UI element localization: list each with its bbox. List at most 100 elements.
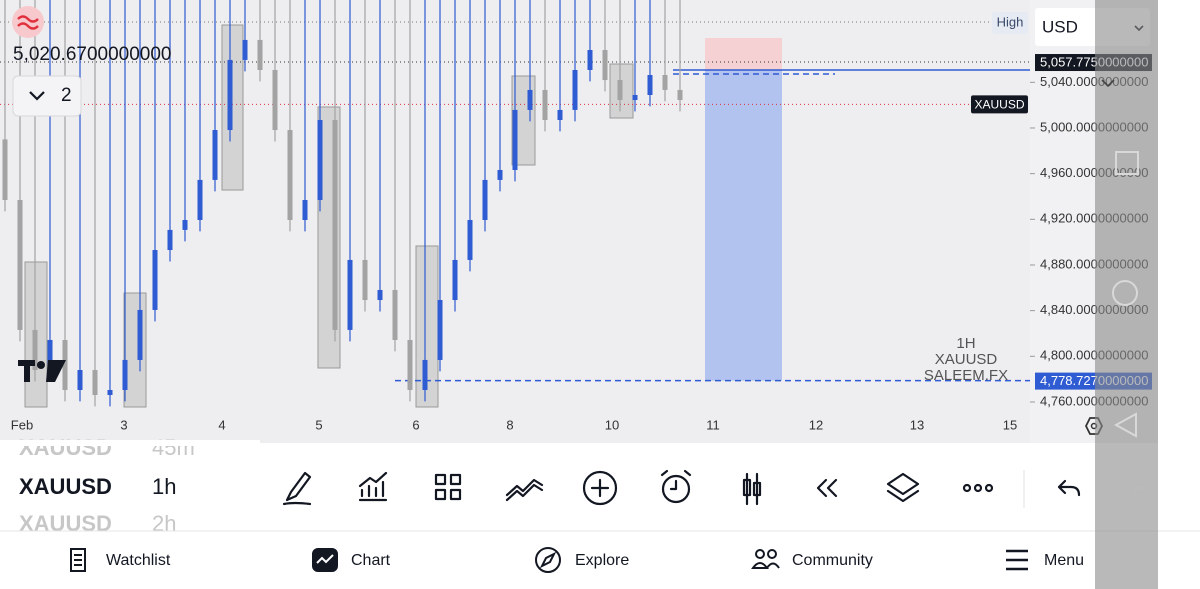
candle-body <box>212 130 218 180</box>
indicators-icon[interactable] <box>358 471 388 502</box>
toolbar-background <box>0 443 1200 589</box>
x-tick-label: 4 <box>218 417 225 432</box>
x-tick-label: 15 <box>1003 417 1017 432</box>
candle-body <box>137 309 143 360</box>
menu-icon[interactable] <box>1006 549 1028 571</box>
home-button[interactable] <box>1112 280 1138 306</box>
system-nav <box>1095 0 1158 589</box>
x-tick-label: Feb <box>11 417 33 432</box>
candle-body <box>467 219 473 260</box>
symbol-interval[interactable]: 1h <box>152 474 176 499</box>
candle-body <box>677 89 683 101</box>
stop-zone <box>705 38 782 70</box>
candle-body <box>317 119 323 201</box>
more-icon[interactable] <box>962 483 972 493</box>
candle-body <box>422 359 428 390</box>
indicator-count: 2 <box>61 85 72 106</box>
community-icon[interactable] <box>755 549 765 559</box>
symbol-name[interactable]: XAUUSD <box>19 435 112 460</box>
nav-label[interactable]: Explore <box>575 552 629 569</box>
symbol-name[interactable]: XAUUSD <box>19 474 112 499</box>
plot <box>0 0 1030 407</box>
candle-body <box>257 39 263 70</box>
candle-body <box>407 339 413 390</box>
symbol-tag-label: XAUUSD <box>974 98 1024 112</box>
scale-chevron[interactable] <box>1101 79 1115 88</box>
candle-body <box>602 50 608 81</box>
recents-button[interactable] <box>1115 151 1139 175</box>
back-button[interactable] <box>1113 412 1137 438</box>
x-tick-label: 12 <box>809 417 823 432</box>
candle-body <box>182 219 188 230</box>
logo-icon <box>17 15 39 30</box>
candle-body <box>392 289 398 340</box>
replay-icon[interactable] <box>816 478 838 498</box>
candle-body <box>152 250 158 310</box>
candle-body <box>512 109 518 170</box>
add-icon[interactable] <box>582 470 618 506</box>
candle-body <box>557 109 563 120</box>
nav-icons <box>70 547 1028 573</box>
draw-icon[interactable] <box>282 471 312 506</box>
candle-body <box>122 359 128 390</box>
x-tick-label: 11 <box>706 417 720 432</box>
candle-body <box>227 59 233 131</box>
candle-body <box>17 200 23 330</box>
indicator-toggle[interactable] <box>12 75 82 117</box>
candle-body <box>242 39 248 60</box>
app-logo[interactable] <box>12 6 44 38</box>
toolbar-cover <box>0 440 260 446</box>
candle-body <box>197 179 203 220</box>
symbol-tag <box>971 95 1028 114</box>
x-tick-label: 10 <box>605 417 619 432</box>
candle-body <box>662 75 668 90</box>
candle-body <box>92 370 98 396</box>
candle-body <box>167 229 173 251</box>
candle-body <box>482 179 488 220</box>
nav-label[interactable]: Watchlist <box>106 552 171 569</box>
x-tick-label: 6 <box>412 417 419 432</box>
candle-body <box>287 130 293 220</box>
rotate-icon[interactable] <box>1133 486 1145 493</box>
symbol-interval[interactable]: 45m <box>152 435 195 460</box>
nav-label[interactable]: Community <box>792 552 873 569</box>
header-price: 5,020.6700000000 <box>13 44 172 65</box>
candle-body <box>632 94 638 101</box>
currency-label: USD <box>1042 17 1078 36</box>
explore-icon[interactable] <box>535 547 561 573</box>
target-zone <box>705 69 782 381</box>
symbol-interval[interactable]: 2h <box>152 511 176 536</box>
high-label: High <box>997 14 1024 29</box>
system-nav-bar <box>1095 0 1158 589</box>
watchlist-icon[interactable] <box>70 548 86 572</box>
chevron-icon <box>29 91 45 101</box>
candle-body <box>587 50 593 70</box>
candle-body <box>2 139 8 201</box>
candle-body <box>107 389 113 396</box>
chart-type-icon[interactable] <box>742 472 762 506</box>
x-tick-label: 8 <box>506 417 513 432</box>
candle-body <box>62 339 68 390</box>
symbol-name[interactable]: XAUUSD <box>19 511 112 536</box>
watermark-line: XAUUSD <box>935 351 998 368</box>
high-label-box <box>992 12 1028 34</box>
tool-icons <box>282 469 1081 506</box>
candle-body <box>47 339 53 371</box>
candle-body <box>497 169 503 180</box>
layers-icon[interactable] <box>886 472 920 503</box>
compare-icon[interactable] <box>505 478 544 502</box>
candle-body <box>377 289 383 301</box>
layouts-icon[interactable] <box>434 473 462 501</box>
alert-icon[interactable] <box>661 474 691 504</box>
candle-body <box>272 69 278 131</box>
candle-body <box>362 259 368 301</box>
x-tick-label: 3 <box>120 417 127 432</box>
undo-icon[interactable] <box>1057 479 1081 497</box>
nav-label[interactable]: Chart <box>351 552 391 569</box>
x-tick-label: 5 <box>315 417 322 432</box>
candle-body <box>32 329 38 371</box>
watermark-line: SALEEM.FX <box>924 367 1008 384</box>
candle-body <box>647 75 653 95</box>
nav-label[interactable]: Menu <box>1044 552 1084 569</box>
